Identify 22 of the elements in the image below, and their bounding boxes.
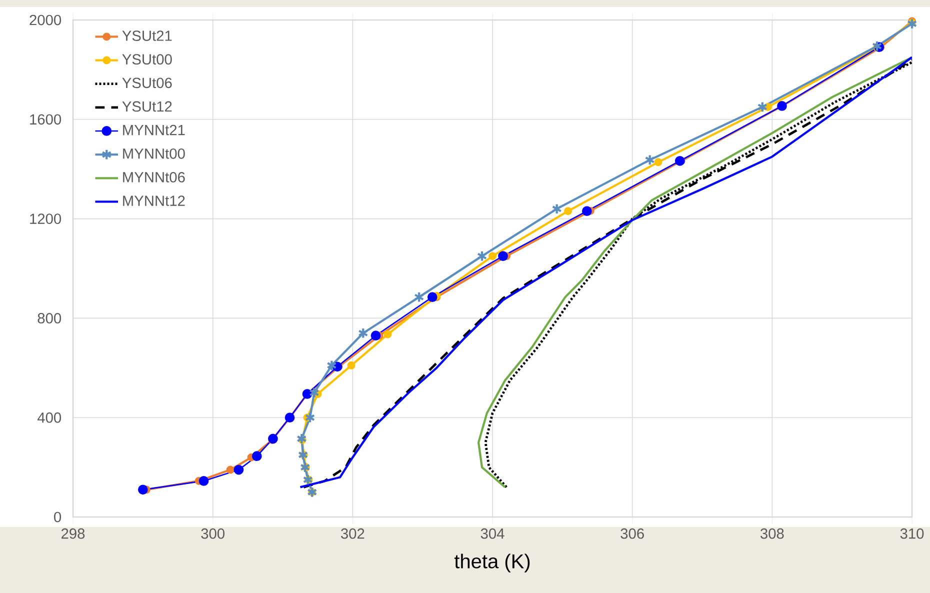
x-tick-label: 308: [760, 528, 784, 539]
x-axis-title: theta (K): [454, 554, 530, 572]
legend-label: MYNNt12: [123, 196, 185, 206]
legend-label: MYNNt06: [123, 172, 185, 182]
x-tick-label: 302: [341, 528, 364, 539]
legend-label: YSUt12: [122, 101, 172, 112]
y-tick-label: 1600: [30, 114, 62, 125]
y-tick-label: 800: [38, 313, 62, 324]
legend-label: YSUt06: [122, 78, 172, 88]
legend-label: MYNNt00: [123, 148, 185, 159]
y-tick-label: 400: [37, 412, 62, 423]
y-tick-label: 1200: [30, 214, 62, 224]
x-tick-label: 304: [480, 528, 504, 539]
legend-label: YSUt00: [122, 54, 172, 65]
y-tick-label: 0: [54, 512, 62, 522]
x-tick-label: 310: [900, 528, 924, 539]
x-tick-label: 298: [62, 528, 85, 539]
x-tick-label: 300: [201, 528, 224, 539]
y-tick-label: 2000: [30, 14, 62, 26]
legend-label: MYNNt21: [123, 124, 185, 136]
x-tick-label: 306: [620, 528, 644, 539]
legend-label: YSUt21: [122, 30, 172, 41]
